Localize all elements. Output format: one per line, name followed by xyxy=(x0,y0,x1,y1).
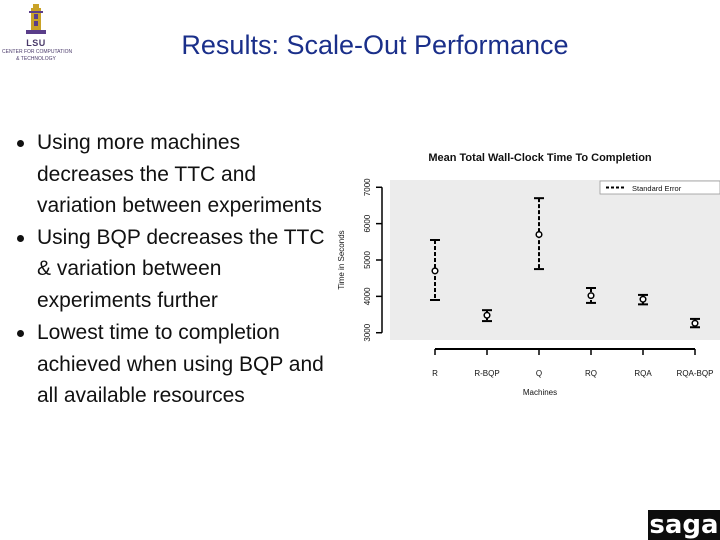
x-tick-label: RQA xyxy=(634,369,652,378)
chart-title: Mean Total Wall-Clock Time To Completion xyxy=(428,152,652,164)
x-axis-label: Machines xyxy=(523,388,557,397)
y-tick-label: 7000 xyxy=(363,178,372,196)
bullet-dot-icon xyxy=(17,234,24,242)
logo-abbr: LSU xyxy=(26,38,46,48)
mean-point xyxy=(483,311,491,319)
mean-point xyxy=(587,292,595,300)
bullet-text: Lowest time to completion achieved when … xyxy=(37,321,324,407)
x-tick-label: Q xyxy=(536,369,542,378)
bullet-list: Using more machines decreases the TTC an… xyxy=(12,127,332,413)
mean-point xyxy=(691,319,699,327)
lsu-cct-logo: LSU CENTER FOR COMPUTATION & TECHNOLOGY xyxy=(2,2,73,66)
plot-background xyxy=(390,180,720,340)
slide-title: Results: Scale-Out Performance xyxy=(181,30,569,60)
bullet-text: Using more machines decreases the TTC an… xyxy=(37,131,322,217)
y-tick-label: 5000 xyxy=(363,251,372,269)
ttc-chart: Mean Total Wall-Clock Time To Completion… xyxy=(330,140,720,400)
mean-point xyxy=(431,267,439,275)
logo-line-1: CENTER FOR COMPUTATION xyxy=(2,49,73,55)
bullet-item: Using more machines decreases the TTC an… xyxy=(12,127,332,222)
bullet-text: Using BQP decreases the TTC & variation … xyxy=(37,225,325,312)
x-tick-label: R-BQP xyxy=(474,369,499,378)
legend-label: Standard Error xyxy=(632,184,682,193)
x-tick-label: RQ xyxy=(585,369,597,378)
x-tick-label: R xyxy=(432,369,438,378)
y-tick-label: 3000 xyxy=(363,323,372,341)
bullet-item: Using BQP decreases the TTC & variation … xyxy=(12,222,332,317)
bullet-dot-icon xyxy=(17,140,24,147)
legend-box xyxy=(599,180,720,195)
bullet-dot-icon xyxy=(17,330,24,337)
logo-line-2: & TECHNOLOGY xyxy=(16,56,56,62)
y-tick-label: 6000 xyxy=(363,214,372,232)
tower-icon xyxy=(26,4,46,34)
chart-svg: Mean Total Wall-Clock Time To Completion… xyxy=(337,152,720,397)
y-axis-label: Time in Seconds xyxy=(337,230,346,289)
mean-point xyxy=(535,230,543,239)
x-tick-label: RQA-BQP xyxy=(677,369,714,378)
mean-point xyxy=(639,295,647,303)
saga-logo: saga xyxy=(648,510,720,540)
bullet-item: Lowest time to completion achieved when … xyxy=(12,317,332,412)
y-tick-label: 4000 xyxy=(363,287,372,305)
